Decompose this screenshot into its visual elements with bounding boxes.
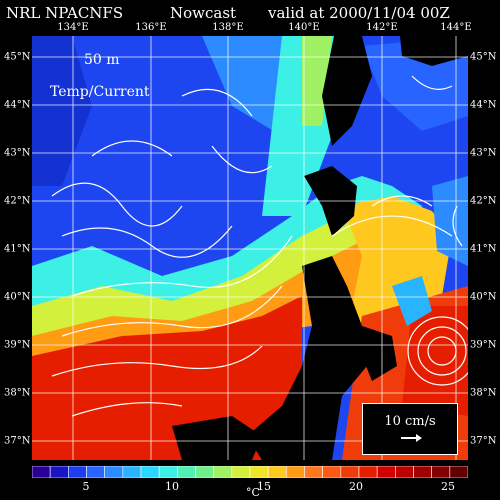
lat-label: 37°N (4, 435, 31, 447)
lon-label: 142°E (366, 22, 398, 33)
lat-label: 37°N (470, 435, 497, 447)
colorbar-swatch (140, 466, 160, 478)
lat-label: 45°N (4, 51, 31, 63)
variable-label: Temp/Current (50, 84, 150, 100)
depth-label: 50 m (84, 52, 120, 68)
valid-time: valid at 2000/11/04 00Z (268, 4, 450, 22)
lat-label: 38°N (4, 387, 31, 399)
lat-label: 45°N (470, 51, 497, 63)
lat-label: 40°N (470, 291, 497, 303)
lat-label: 42°N (470, 195, 497, 207)
colorbar-swatch (213, 466, 233, 478)
lat-label: 43°N (470, 147, 497, 159)
temperature-field (32, 36, 468, 460)
model-name: NRL NPACNFS (6, 4, 124, 22)
lat-label: 41°N (470, 243, 497, 255)
velocity-scale-legend: 10 cm/s (362, 403, 458, 455)
lat-label: 44°N (470, 99, 497, 111)
colorbar-swatch (449, 466, 468, 478)
lon-label: 136°E (135, 22, 167, 33)
lat-label: 39°N (4, 339, 31, 351)
lat-label: 44°N (4, 99, 31, 111)
colorbar-tick: 15 (257, 480, 271, 493)
temperature-colorbar (32, 466, 468, 478)
product-type: Nowcast (170, 4, 237, 22)
arrow-right-icon (401, 434, 422, 442)
graticule (32, 36, 468, 460)
colorbar-swatch (376, 466, 396, 478)
colorbar-swatch (104, 466, 124, 478)
colorbar-swatch (358, 466, 378, 478)
lat-label: 40°N (4, 291, 31, 303)
colorbar-tick: 10 (165, 480, 179, 493)
lon-label: 144°E (440, 22, 472, 33)
colorbar-swatch (340, 466, 360, 478)
colorbar-unit: °C (246, 486, 260, 499)
colorbar-tick: 5 (82, 480, 90, 493)
colorbar-swatch (158, 466, 178, 478)
colorbar-swatch (86, 466, 105, 478)
lat-label: 39°N (470, 339, 497, 351)
colorbar-swatch (32, 466, 51, 478)
colorbar-swatch (49, 466, 69, 478)
current-streamlines (51, 75, 468, 417)
lat-label: 42°N (4, 195, 31, 207)
colorbar-swatch (286, 466, 305, 478)
lat-label: 38°N (470, 387, 497, 399)
colorbar-swatch (122, 466, 142, 478)
lon-label: 134°E (57, 22, 89, 33)
lat-label: 41°N (4, 243, 31, 255)
colorbar-swatch (431, 466, 451, 478)
colorbar-swatch (177, 466, 196, 478)
velocity-scale-label: 10 cm/s (384, 414, 436, 429)
title-bar: NRL NPACNFS Nowcast valid at 2000/11/04 … (0, 4, 500, 24)
colorbar-swatch (304, 466, 323, 478)
colorbar-swatch (322, 466, 342, 478)
colorbar-swatch (68, 466, 87, 478)
lon-label: 138°E (212, 22, 244, 33)
colorbar-tick: 20 (349, 480, 363, 493)
lat-label: 43°N (4, 147, 31, 159)
colorbar-swatch (231, 466, 251, 478)
lon-label: 140°E (288, 22, 320, 33)
temperature-current-map (32, 36, 468, 460)
colorbar-swatch (395, 466, 414, 478)
colorbar-swatch (413, 466, 432, 478)
colorbar-swatch (267, 466, 287, 478)
colorbar-tick: 25 (441, 480, 455, 493)
colorbar-swatch (195, 466, 214, 478)
colorbar-swatch (249, 466, 269, 478)
